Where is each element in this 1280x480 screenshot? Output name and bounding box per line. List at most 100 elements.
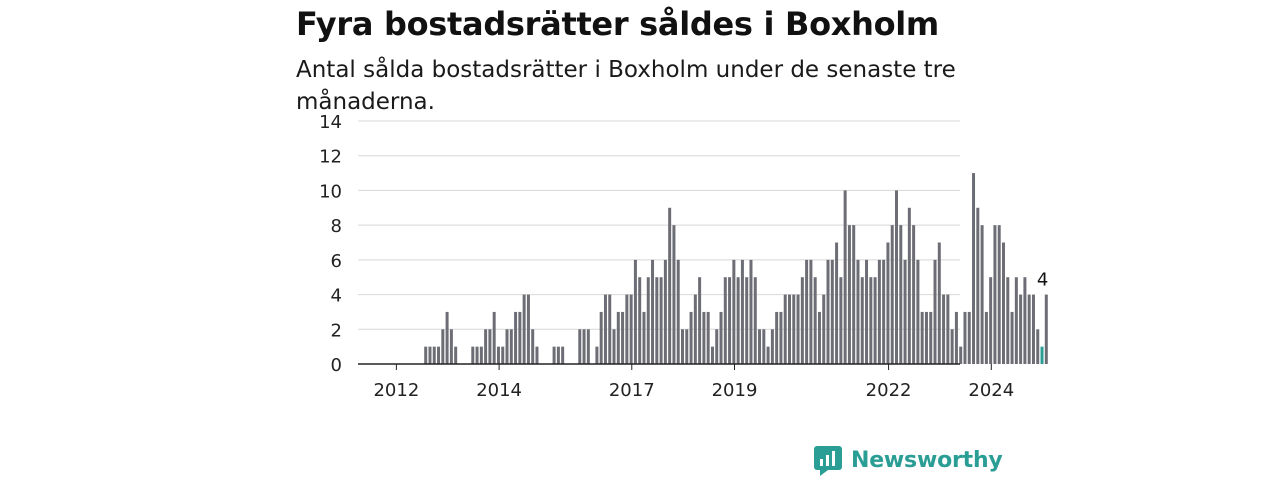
bar bbox=[424, 346, 428, 364]
bar bbox=[822, 294, 826, 364]
bar bbox=[1010, 311, 1014, 364]
bar bbox=[479, 346, 483, 364]
bar bbox=[449, 329, 453, 364]
x-tick-label: 2017 bbox=[609, 380, 655, 401]
bar bbox=[967, 311, 971, 364]
bar bbox=[890, 225, 894, 364]
bar bbox=[749, 259, 753, 364]
bar bbox=[984, 311, 988, 364]
bar bbox=[843, 190, 847, 364]
bar bbox=[924, 311, 928, 364]
bar bbox=[484, 329, 488, 364]
bar bbox=[856, 259, 860, 364]
y-tick-label: 14 bbox=[319, 112, 342, 133]
bar bbox=[920, 311, 924, 364]
bar bbox=[937, 242, 941, 364]
bar-chart: 0 2 4 6 8 10 12 14 2012 2014 2017 2019 2022 2024 4 bbox=[319, 112, 1048, 401]
bar bbox=[676, 259, 680, 364]
bar bbox=[1002, 242, 1005, 364]
bar bbox=[719, 311, 723, 364]
chart-title: Fyra bostadsrätter såldes i Boxholm bbox=[296, 5, 939, 43]
bar bbox=[454, 346, 458, 364]
bar bbox=[612, 329, 616, 364]
bar bbox=[826, 259, 830, 364]
bar bbox=[672, 225, 676, 364]
bar bbox=[625, 294, 629, 364]
x-tick-label: 2014 bbox=[476, 380, 522, 401]
bar bbox=[437, 346, 441, 364]
bar bbox=[1031, 294, 1035, 364]
newsworthy-logo: Newsworthy bbox=[814, 446, 1003, 476]
bar bbox=[860, 277, 864, 364]
bar bbox=[728, 277, 732, 364]
bar bbox=[1027, 294, 1031, 364]
bar bbox=[552, 346, 556, 364]
bar bbox=[912, 225, 916, 364]
bar bbox=[599, 311, 603, 364]
bar bbox=[715, 329, 719, 364]
bar bbox=[655, 277, 659, 364]
highlight-value-label: 4 bbox=[1037, 270, 1048, 291]
bar bbox=[770, 329, 774, 364]
bar bbox=[792, 294, 796, 364]
bar bbox=[732, 259, 736, 364]
y-tick-label: 4 bbox=[331, 286, 342, 307]
y-tick-label: 6 bbox=[331, 251, 342, 272]
bar bbox=[633, 259, 637, 364]
bar bbox=[616, 311, 620, 364]
bar bbox=[646, 277, 650, 364]
highlight-bar bbox=[1040, 346, 1044, 364]
x-tick-label: 2022 bbox=[866, 380, 912, 401]
bar bbox=[907, 207, 911, 364]
bar bbox=[496, 346, 500, 364]
bar bbox=[1044, 294, 1048, 364]
bar bbox=[736, 277, 740, 364]
bar bbox=[976, 207, 980, 364]
bar bbox=[805, 259, 809, 364]
bar bbox=[745, 277, 749, 364]
bar bbox=[659, 277, 663, 364]
bar bbox=[865, 259, 869, 364]
bar bbox=[488, 329, 492, 364]
bar bbox=[942, 294, 946, 364]
newsworthy-chart-icon bbox=[814, 446, 842, 476]
bar bbox=[706, 311, 710, 364]
bar bbox=[1023, 277, 1027, 364]
bar bbox=[1019, 294, 1023, 364]
bar bbox=[993, 225, 997, 364]
bar bbox=[522, 294, 526, 364]
bar bbox=[980, 225, 984, 364]
bar bbox=[753, 277, 757, 364]
bar bbox=[959, 346, 963, 364]
bar bbox=[642, 311, 646, 364]
bar bbox=[698, 277, 702, 364]
bar bbox=[758, 329, 762, 364]
y-tick-label: 10 bbox=[319, 181, 342, 202]
bar bbox=[946, 294, 950, 364]
bar bbox=[933, 259, 937, 364]
bars bbox=[424, 173, 1048, 364]
bar bbox=[877, 259, 881, 364]
bar bbox=[505, 329, 509, 364]
y-axis-ticks: 0 2 4 6 8 10 12 14 bbox=[319, 112, 342, 376]
bar bbox=[535, 346, 539, 364]
bar bbox=[1006, 277, 1010, 364]
bar bbox=[702, 311, 706, 364]
bar bbox=[1014, 277, 1018, 364]
bar bbox=[762, 329, 766, 364]
data-labels: 4 bbox=[1037, 270, 1048, 291]
bar bbox=[432, 346, 436, 364]
x-tick-label: 2019 bbox=[712, 380, 758, 401]
logo-text: Newsworthy bbox=[851, 448, 1003, 473]
bar bbox=[873, 277, 877, 364]
bar bbox=[830, 259, 834, 364]
bar bbox=[668, 207, 672, 364]
bar bbox=[603, 294, 607, 364]
bar bbox=[578, 329, 582, 364]
bar bbox=[629, 294, 633, 364]
bar bbox=[445, 311, 449, 364]
bar bbox=[685, 329, 689, 364]
bar bbox=[788, 294, 791, 364]
bar bbox=[518, 311, 522, 364]
bar bbox=[710, 346, 714, 364]
